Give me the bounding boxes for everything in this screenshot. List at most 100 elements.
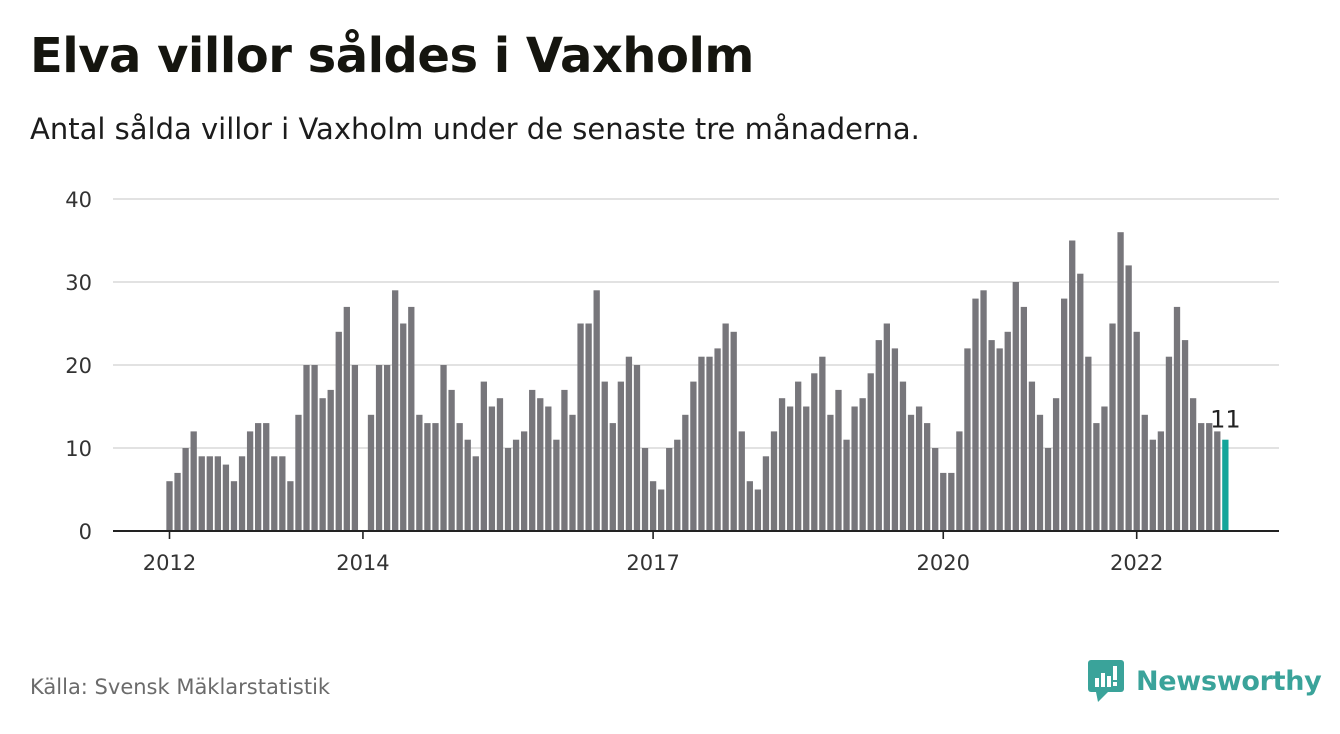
bar <box>271 456 278 531</box>
bar <box>1157 431 1165 531</box>
bar <box>1052 398 1060 531</box>
x-tick-label: 2014 <box>336 551 389 575</box>
bar <box>690 381 697 531</box>
bar <box>561 389 568 531</box>
bar <box>263 423 270 531</box>
bar <box>899 381 907 531</box>
bar <box>1133 331 1140 531</box>
bar <box>972 298 979 531</box>
bar <box>416 414 423 531</box>
bar <box>255 423 262 531</box>
bar <box>246 431 254 531</box>
x-tick-label: 2012 <box>143 551 196 575</box>
bar <box>1117 232 1124 531</box>
bar <box>964 348 971 531</box>
bar <box>472 456 479 531</box>
bar <box>867 373 874 531</box>
bar <box>295 414 302 531</box>
bar <box>214 456 222 531</box>
bar <box>738 431 745 531</box>
bar <box>1085 356 1092 531</box>
bar <box>1044 448 1052 531</box>
y-tick-label: 40 <box>65 188 92 212</box>
bar <box>1109 323 1116 531</box>
bar <box>1077 273 1084 531</box>
bar <box>932 448 939 531</box>
bar <box>512 439 520 531</box>
bar <box>1165 356 1173 531</box>
source-note: Källa: Svensk Mäklarstatistik <box>30 675 331 699</box>
bar <box>279 456 286 531</box>
bar <box>577 323 584 531</box>
bar <box>198 456 205 531</box>
bar <box>504 448 512 531</box>
bar <box>1206 423 1213 531</box>
bar <box>1222 439 1229 531</box>
bar <box>1101 406 1108 531</box>
bar <box>641 448 649 531</box>
bar <box>311 365 318 531</box>
bar <box>464 439 471 531</box>
bar <box>682 414 689 531</box>
bar <box>956 431 963 531</box>
bar <box>424 423 431 531</box>
bar <box>1214 431 1221 531</box>
bar <box>658 489 665 531</box>
bar <box>633 365 641 531</box>
x-tick-label: 2017 <box>626 551 679 575</box>
bar <box>980 290 987 531</box>
bar <box>851 406 858 531</box>
bar <box>811 373 818 531</box>
bar <box>343 306 350 531</box>
bar <box>827 414 834 531</box>
bar <box>819 356 826 531</box>
bar <box>432 423 439 531</box>
y-tick-label: 0 <box>79 520 92 544</box>
bar <box>383 365 391 531</box>
bar <box>287 481 294 531</box>
bar <box>537 398 544 531</box>
bar <box>674 439 681 531</box>
bar <box>940 472 947 531</box>
bar <box>666 448 673 531</box>
y-axis: 0 10 20 30 40 <box>65 188 92 544</box>
bar <box>754 489 762 531</box>
bar <box>891 348 899 531</box>
bar <box>182 448 189 531</box>
bar <box>778 398 786 531</box>
bar <box>408 306 415 531</box>
bar <box>319 398 326 531</box>
bar <box>875 340 882 531</box>
bar <box>1189 398 1197 531</box>
bar <box>448 389 455 531</box>
bar <box>915 406 923 531</box>
newsworthy-logo-icon <box>1088 660 1124 702</box>
bar <box>948 472 955 531</box>
bar <box>553 439 560 531</box>
bar <box>456 423 463 531</box>
bar <box>1028 381 1036 531</box>
bar <box>1020 306 1028 531</box>
bar <box>907 414 915 531</box>
chart-subtitle: Antal sålda villor i Vaxholm under de se… <box>30 112 920 146</box>
bar <box>1181 340 1189 531</box>
bar <box>649 481 657 531</box>
bar <box>166 481 173 531</box>
bar <box>883 323 890 531</box>
bar <box>585 323 592 531</box>
bar <box>1149 439 1156 531</box>
bar <box>795 381 802 531</box>
bar <box>496 398 504 531</box>
bar <box>835 389 842 531</box>
y-tick-label: 10 <box>65 437 92 461</box>
bar <box>1198 423 1205 531</box>
x-axis: 2012 2014 2017 2020 2022 <box>113 530 1279 575</box>
bar <box>400 323 407 531</box>
bar <box>601 381 608 531</box>
bar <box>206 456 213 531</box>
bar <box>569 414 576 531</box>
bar <box>1141 414 1148 531</box>
bar <box>375 365 383 531</box>
bar <box>480 381 487 531</box>
bar <box>1004 331 1011 531</box>
